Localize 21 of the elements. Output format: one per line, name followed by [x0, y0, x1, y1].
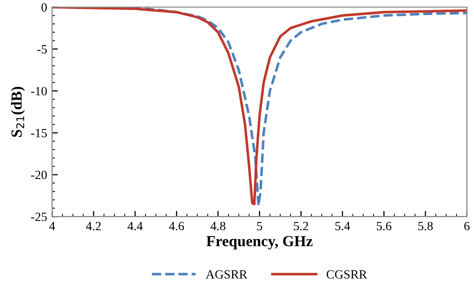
x-tick-label: 5.4	[335, 222, 350, 230]
legend-label: CGSRR	[326, 270, 368, 279]
y-tick-label: -15	[31, 128, 47, 138]
x-tick-label: 6	[464, 222, 470, 230]
y-tick-label: -25	[31, 212, 47, 222]
x-tick-label: 4.4	[128, 222, 143, 230]
y-tick-label: 0	[42, 3, 47, 12]
x-tick-label: 4.8	[210, 222, 226, 230]
x-tick-label: 4.6	[168, 222, 184, 230]
x-tick-label: 4	[49, 222, 56, 230]
x-axis-title: Frequency, GHz	[206, 236, 313, 250]
x-tick-label: 5.2	[294, 222, 308, 230]
x-tick-label: 5.6	[376, 222, 392, 230]
y-tick-label: -20	[31, 170, 47, 180]
y-tick-label: -10	[31, 86, 47, 96]
x-tick-label: 4.2	[86, 222, 101, 230]
y-tick-label: -5	[37, 45, 47, 54]
y-axis-title: S$_{21}$(dB)	[11, 86, 25, 137]
x-tick-label: 5	[257, 222, 262, 230]
legend-label: AGSRR	[206, 270, 248, 279]
x-tick-label: 5.8	[418, 222, 433, 230]
